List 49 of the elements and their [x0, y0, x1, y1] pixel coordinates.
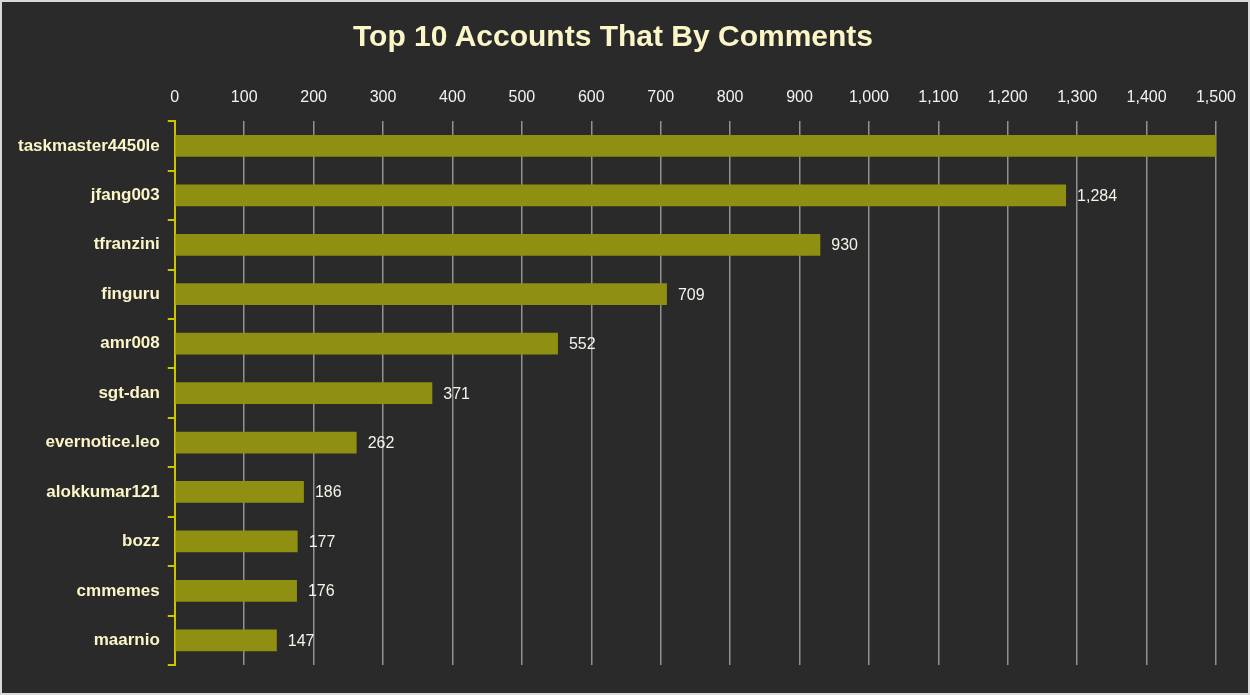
- data-label: 371: [443, 384, 471, 402]
- x-tick-label: 900: [786, 88, 813, 106]
- bar: [175, 283, 667, 306]
- data-label: 186: [314, 483, 342, 501]
- x-tick-label: 400: [439, 88, 466, 106]
- x-tick-label: 1,400: [1126, 88, 1167, 106]
- x-tick-label: 300: [369, 88, 397, 106]
- y-tick-label: maarnio: [93, 629, 160, 649]
- y-tick-label: evernotice.leo: [45, 432, 160, 452]
- x-tick-label: 1,100: [918, 88, 959, 106]
- bar: [175, 629, 277, 652]
- bar: [175, 431, 357, 454]
- data-label: 147: [287, 631, 315, 649]
- y-tick-label: jfang003: [89, 185, 160, 205]
- y-tick-label: tfranzini: [93, 234, 160, 254]
- y-tick-label: cmmemes: [76, 580, 160, 600]
- bar: [175, 481, 304, 503]
- bar: [175, 332, 558, 355]
- y-tick-label: sgt-dan: [98, 382, 160, 402]
- data-label: 176: [307, 582, 335, 600]
- bar: [175, 530, 298, 553]
- data-label: 1,284: [1077, 186, 1118, 204]
- chart-title: Top 10 Accounts That By Comments: [352, 19, 874, 53]
- data-label: 930: [831, 236, 859, 254]
- y-tick-label: finguru: [101, 283, 160, 303]
- data-label: 262: [367, 433, 395, 451]
- x-tick-label: 1,500: [1195, 88, 1237, 106]
- x-tick-label: 800: [716, 88, 744, 106]
- x-tick-label: 1,000: [848, 88, 890, 106]
- x-tick-label: 700: [647, 88, 675, 106]
- bar: [175, 579, 297, 602]
- data-label: 552: [568, 335, 596, 353]
- x-tick-label: 500: [508, 88, 536, 106]
- y-tick-label: amr008: [100, 333, 160, 353]
- bar: [175, 233, 821, 256]
- x-tick-label: 1,200: [987, 88, 1028, 106]
- bar: [175, 184, 1067, 207]
- x-tick-label: 0: [170, 88, 180, 106]
- data-label: 709: [677, 285, 705, 303]
- y-tick-label: bozz: [122, 531, 160, 551]
- y-tick-label: alokkumar121: [46, 481, 160, 501]
- data-label: 177: [308, 532, 336, 550]
- y-tick-label: taskmaster4450le: [18, 135, 160, 155]
- x-tick-label: 600: [577, 88, 605, 106]
- x-tick-label: 200: [300, 88, 328, 106]
- x-tick-label: 100: [230, 88, 258, 106]
- bar: [175, 135, 1216, 157]
- x-tick-label: 1,300: [1057, 88, 1098, 106]
- bar: [175, 382, 433, 404]
